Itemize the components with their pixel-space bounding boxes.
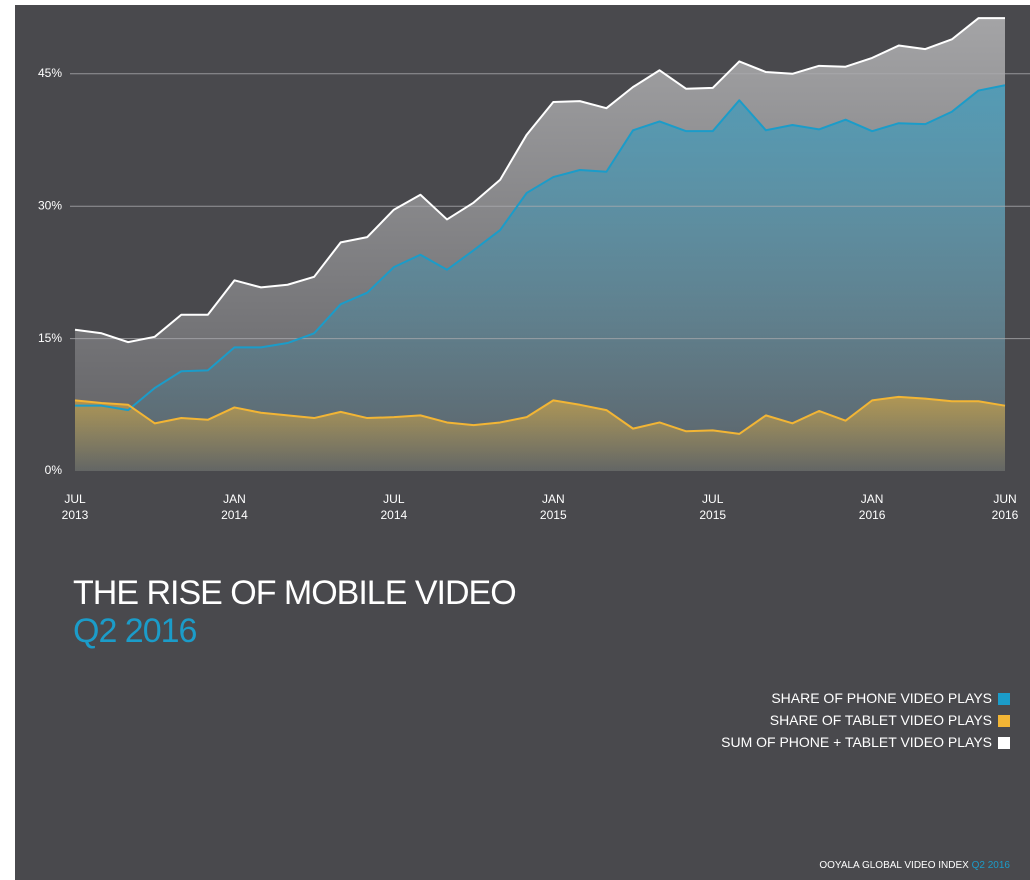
x-tick-label: JUL 2013 <box>61 492 89 522</box>
line <box>75 84 1006 412</box>
x-tick-label: JUL 2014 <box>380 492 408 522</box>
legend-swatch <box>998 715 1010 727</box>
y-tick-label: 30% <box>38 198 62 212</box>
footer-text: OOYALA GLOBAL VIDEO INDEX <box>819 860 969 871</box>
line <box>74 17 1005 344</box>
line <box>74 395 1006 435</box>
chart-title: THE RISE OF MOBILE VIDEO <box>73 574 517 612</box>
y-tick-label: 0% <box>45 463 63 477</box>
x-tick-label: JUL 2015 <box>699 492 727 522</box>
legend-label: SUM OF PHONE + TABLET VIDEO PLAYS <box>721 734 992 750</box>
area <box>75 85 1005 471</box>
legend-label: SHARE OF PHONE VIDEO PLAYS <box>771 690 992 706</box>
chart-subtitle: Q2 2016 <box>73 612 197 650</box>
legend-swatch <box>998 693 1010 705</box>
y-tick-label: 45% <box>38 66 62 80</box>
x-tick-label: JAN 2015 <box>539 492 567 522</box>
x-tick-label: JUN 2016 <box>991 492 1019 522</box>
legend-label: SHARE OF TABLET VIDEO PLAYS <box>769 712 992 728</box>
y-tick-label: 15% <box>38 331 62 345</box>
footer-highlight: Q2 2016 <box>971 860 1010 871</box>
area <box>75 396 1005 471</box>
x-tick-label: JAN 2014 <box>221 492 248 522</box>
legend-swatch <box>998 737 1010 749</box>
footer: OOYALA GLOBAL VIDEO INDEX Q2 2016 <box>819 860 1010 871</box>
x-tick-label: JAN 2016 <box>858 492 886 522</box>
